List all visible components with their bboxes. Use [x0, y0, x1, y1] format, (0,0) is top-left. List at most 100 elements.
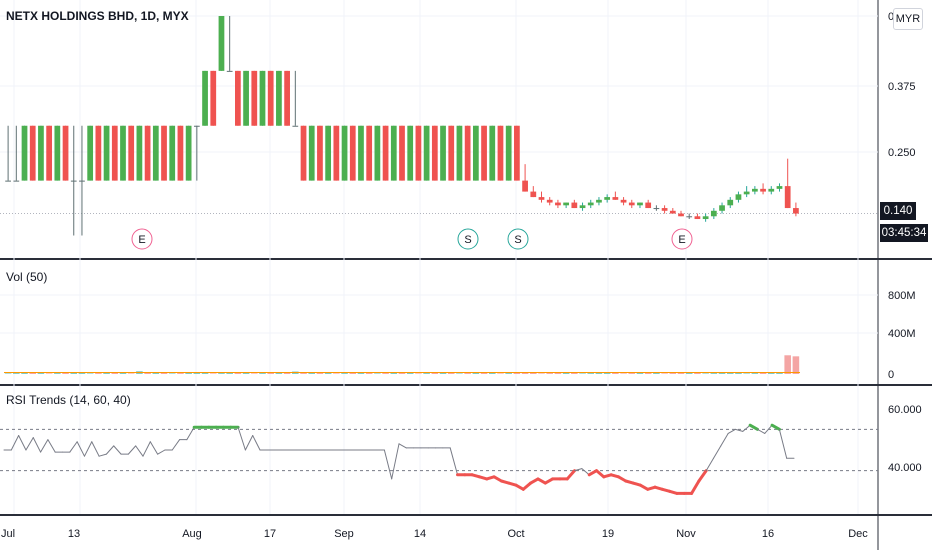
volume-bar	[267, 372, 274, 374]
volume-bar	[193, 372, 201, 374]
volume-tick-label: 800M	[888, 290, 916, 302]
candle-body	[374, 125, 381, 181]
rsi-line-segment	[113, 445, 122, 455]
volume-bar	[45, 373, 53, 374]
volume-bar	[579, 373, 586, 374]
candle-body	[768, 188, 775, 192]
volume-bar	[160, 372, 168, 374]
event-marker-earnings	[131, 228, 153, 250]
rsi-line-segment	[697, 469, 708, 483]
rsi-line-segment	[149, 441, 159, 455]
candle-body	[308, 125, 315, 181]
candle-body	[522, 180, 528, 192]
candle-body	[235, 70, 241, 126]
volume-bar	[209, 373, 217, 374]
volume-bar	[767, 372, 775, 374]
volume-bar	[226, 372, 233, 374]
rsi-line-segment	[127, 445, 137, 455]
candle-body	[448, 125, 455, 181]
candle-body	[21, 125, 28, 181]
candle-body	[719, 205, 725, 211]
rsi-line-segment	[449, 447, 459, 476]
rsi-line-segment	[237, 426, 246, 451]
volume-bar	[710, 373, 718, 374]
candle-body	[79, 180, 85, 182]
volume-bar	[759, 372, 767, 374]
volume-pane-label: Vol (50)	[6, 270, 48, 284]
volume-bar	[111, 372, 119, 374]
candle-body	[218, 16, 225, 71]
volume-bar	[259, 373, 266, 374]
rsi-tick-label: 60.000	[888, 404, 922, 416]
volume-bar	[13, 373, 20, 374]
time-tick-label: Aug	[182, 528, 202, 540]
rsi-line-segment	[98, 453, 107, 457]
volume-bar	[784, 355, 791, 374]
candle-body	[193, 125, 200, 127]
volume-bar	[562, 372, 570, 374]
candle-body	[415, 125, 422, 181]
candle-body	[587, 202, 594, 206]
volume-bar	[603, 372, 611, 374]
volume-bar	[374, 373, 381, 374]
candle-body	[555, 202, 561, 206]
rsi-line-segment	[764, 424, 773, 434]
candle-body	[645, 202, 652, 209]
volume-bar	[333, 373, 340, 374]
candle-body	[751, 188, 758, 192]
candle-body	[390, 125, 397, 181]
volume-bar	[119, 372, 127, 374]
candle-body	[686, 216, 693, 218]
rsi-line-segment	[10, 435, 20, 451]
candle-body	[103, 125, 110, 181]
rsi-line-segment	[595, 469, 606, 479]
volume-bar	[554, 372, 562, 374]
candle-body	[46, 125, 53, 181]
volume-bar	[54, 373, 61, 374]
candle-body	[735, 194, 742, 200]
candle-body	[87, 125, 94, 181]
volume-bar	[661, 373, 668, 374]
candle-body	[702, 216, 709, 220]
time-tick-label: 14	[414, 528, 426, 540]
candle-body	[678, 213, 684, 217]
volume-bar	[677, 372, 685, 374]
volume-bar	[497, 373, 504, 374]
rsi-line-segment	[32, 437, 42, 453]
rsi-line-segment	[720, 432, 729, 447]
event-marker-label: E	[138, 234, 145, 246]
volume-bar	[530, 372, 537, 374]
event-marker-label: S	[464, 234, 471, 246]
candle-body	[325, 125, 332, 181]
volume-bar	[620, 373, 627, 374]
candle-body	[727, 199, 734, 206]
volume-bar	[349, 372, 357, 374]
candle-body	[284, 70, 290, 126]
candle-body	[514, 125, 520, 181]
volume-bar	[308, 372, 316, 374]
volume-bar	[103, 372, 110, 374]
rsi-line-segment	[742, 424, 751, 432]
event-marker-label: E	[678, 234, 685, 246]
volume-bar	[480, 372, 488, 374]
countdown-badge: 03:45:34	[880, 224, 928, 242]
volume-bar	[612, 372, 619, 374]
candle-body	[440, 125, 446, 181]
candle-body	[793, 208, 799, 214]
volume-bar	[357, 372, 365, 374]
volume-bar	[29, 372, 37, 374]
rsi-line-segment	[713, 445, 722, 459]
volume-bar	[70, 372, 78, 374]
candle-body	[423, 125, 430, 181]
volume-bar	[636, 372, 644, 374]
candle-body	[743, 191, 750, 195]
rsi-tick-label: 40.000	[888, 462, 922, 474]
candle-body	[637, 202, 643, 206]
candle-body	[358, 125, 364, 181]
volume-bar	[423, 373, 430, 374]
candle-body	[489, 125, 496, 181]
currency-button[interactable]: MYR	[893, 8, 923, 30]
candle-body	[136, 125, 143, 181]
